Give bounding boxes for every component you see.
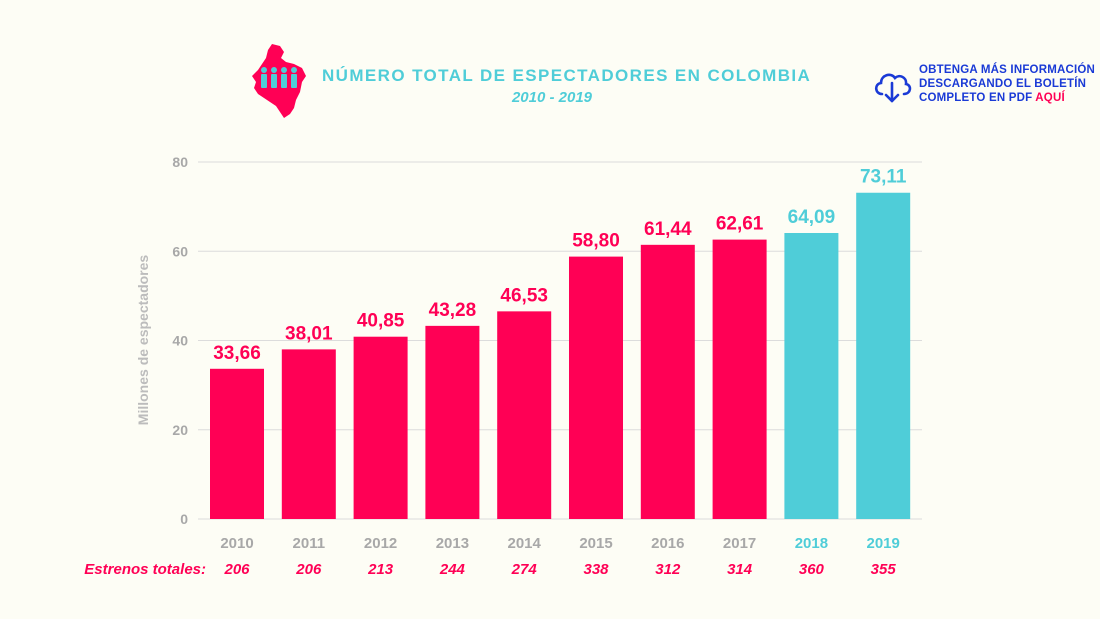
bar-2013 (425, 325, 480, 519)
download-bulletin-link[interactable]: OBTENGA MÁS INFORMACIÓN DESCARGANDO EL B… (872, 62, 1097, 110)
estrenos-2011: 206 (295, 561, 322, 578)
y-tick-0: 0 (180, 511, 188, 527)
x-tick-2010: 2010 (220, 535, 253, 552)
download-line-1: OBTENGA MÁS INFORMACIÓN (919, 64, 1096, 76)
bar-2011 (281, 349, 336, 519)
y-tick-labels: 0 20 40 60 80 (172, 154, 188, 527)
cloud-download-icon (874, 73, 912, 103)
value-label-2017: 62,61 (716, 214, 764, 235)
colombia-map-icon (252, 44, 306, 118)
estrenos-2018: 360 (799, 561, 825, 578)
chart-title: NÚMERO TOTAL DE ESPECTADORES EN COLOMBIA (322, 66, 812, 85)
estrenos-2012: 213 (367, 561, 394, 578)
bar-2014 (497, 311, 552, 519)
y-tick-60: 60 (172, 243, 188, 259)
estrenos-2010: 206 (223, 561, 250, 578)
x-tick-labels: 2010 2011 2012 2013 2014 2015 2016 2017 2018 2019 (220, 535, 900, 552)
estrenos-2015: 338 (583, 561, 609, 578)
chart-header: NÚMERO TOTAL DE ESPECTADORES EN COLOMBIA… (250, 40, 810, 125)
value-label-2015: 58,80 (572, 231, 620, 252)
download-line-2: DESCARGANDO EL BOLETÍN (919, 78, 1087, 90)
bars (210, 192, 911, 520)
download-here-link[interactable]: AQUÍ (1035, 92, 1065, 104)
bar-2012 (353, 336, 408, 519)
bar-2015 (569, 256, 623, 519)
download-text[interactable]: OBTENGA MÁS INFORMACIÓN DESCARGANDO EL B… (919, 63, 1095, 105)
estrenos-2019: 355 (871, 561, 897, 578)
value-label-2012: 40,85 (357, 311, 405, 332)
x-tick-2018: 2018 (795, 535, 828, 552)
value-label-2013: 43,28 (429, 300, 477, 321)
x-tick-2012: 2012 (364, 535, 397, 552)
value-label-2016: 61,44 (644, 219, 692, 240)
bar-2016 (640, 244, 695, 519)
value-label-2010: 33,66 (213, 343, 261, 364)
y-tick-80: 80 (172, 154, 188, 170)
estrenos-2017: 314 (727, 561, 753, 578)
estrenos-values: 206 206 213 244 274 338 312 314 360 355 (223, 561, 896, 578)
estrenos-2014: 274 (511, 561, 538, 578)
estrenos-label: Estrenos totales: (84, 561, 206, 578)
value-labels: 33,66 38,01 40,85 43,28 46,53 58,80 61,44 62,61… (213, 167, 907, 364)
estrenos-2013: 244 (439, 561, 466, 578)
x-tick-2015: 2015 (579, 535, 612, 552)
value-label-2018: 64,09 (788, 207, 836, 228)
download-line-3: COMPLETO EN PDF AQUÍ (919, 91, 1095, 105)
x-tick-2017: 2017 (723, 535, 756, 552)
chart-subtitle: 2010 - 2019 (511, 89, 593, 106)
bar-2019 (856, 192, 911, 519)
y-axis-label: Millones de espectadores (135, 255, 151, 426)
value-label-2019: 73,11 (860, 167, 907, 188)
value-label-2014: 46,53 (500, 285, 548, 306)
bar-2018 (784, 232, 839, 520)
x-tick-2011: 2011 (293, 535, 326, 552)
estrenos-2016: 312 (655, 561, 681, 578)
y-tick-20: 20 (172, 422, 188, 438)
x-tick-2019: 2019 (867, 535, 900, 552)
value-label-2011: 38,01 (285, 323, 333, 344)
x-tick-2014: 2014 (508, 535, 542, 552)
y-tick-40: 40 (172, 333, 188, 349)
bar-2017 (712, 239, 767, 519)
x-tick-2013: 2013 (436, 535, 469, 552)
download-line-3-prefix: COMPLETO EN PDF (919, 92, 1033, 104)
x-tick-2016: 2016 (651, 535, 684, 552)
bar-2010 (210, 368, 264, 519)
